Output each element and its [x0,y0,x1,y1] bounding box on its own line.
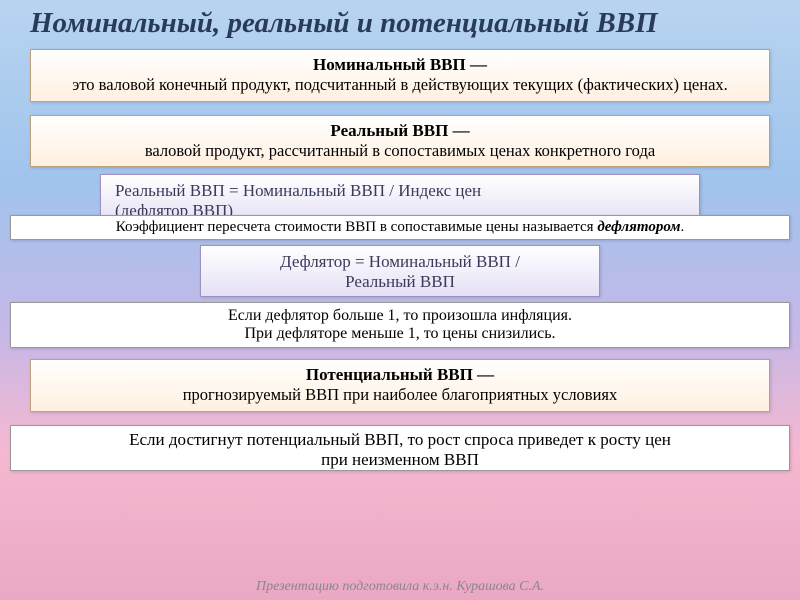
formula-real-gdp-line1: Реальный ВВП = Номинальный ВВП / Индекс … [115,181,685,201]
nominal-gdp-box: Номинальный ВВП — это валовой конечный п… [30,49,770,102]
deflator-note-box: Коэффициент пересчета стоимости ВВП в со… [10,215,790,240]
slide-title: Номинальный, реальный и потенциальный ВВ… [0,0,800,46]
potential-gdp-box: Потенциальный ВВП — прогнозируемый ВВП п… [30,359,770,412]
potential-gdp-def: прогнозируемый ВВП при наиболее благопри… [41,385,759,406]
final-line1: Если достигнут потенциальный ВВП, то рос… [15,430,785,450]
inflation-note-box: Если дефлятор больше 1, то произошла инф… [10,302,790,348]
real-gdp-box: Реальный ВВП — валовой продукт, рассчита… [30,115,770,168]
inflation-line2: При дефляторе меньше 1, то цены снизилис… [15,325,785,343]
potential-gdp-term: Потенциальный ВВП — [41,365,759,385]
real-gdp-term: Реальный ВВП — [41,121,759,141]
final-line2: при неизменном ВВП [15,450,785,470]
deflator-formula-line1: Дефлятор = Номинальный ВВП / [215,252,585,272]
deflator-note-prefix: Коэффициент пересчета стоимости ВВП в со… [116,219,598,235]
final-note-box: Если достигнут потенциальный ВВП, то рос… [10,425,790,471]
nominal-gdp-term: Номинальный ВВП — [41,55,759,75]
real-gdp-def: валовой продукт, рассчитанный в сопостав… [41,141,759,162]
nominal-gdp-def: это валовой конечный продукт, подсчитанн… [41,75,759,96]
slide-footer: Презентацию подготовила к.э.н. Курашова … [0,579,800,595]
deflator-note-suffix: . [681,219,685,235]
deflator-formula-box: Дефлятор = Номинальный ВВП / Реальный ВВ… [200,245,600,297]
deflator-note-bold: дефлятором [597,219,680,235]
inflation-line1: Если дефлятор больше 1, то произошла инф… [15,307,785,325]
deflator-formula-line2: Реальный ВВП [215,272,585,292]
